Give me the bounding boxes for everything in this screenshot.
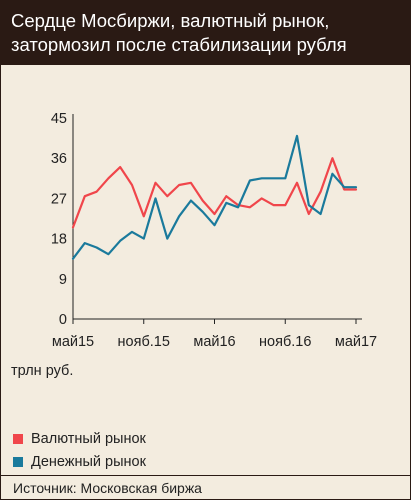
footer-divider xyxy=(1,475,410,476)
y-tick-label: 0 xyxy=(59,312,67,328)
x-axis: май15 нояб.15 май16 нояб.16 май17 xyxy=(52,318,377,350)
legend-label-fx-market: Валютный рынок xyxy=(31,431,146,447)
legend-item-money-market: Денежный рынок xyxy=(13,454,146,470)
legend-item-fx-market: Валютный рынок xyxy=(13,431,146,447)
x-tick-label: май17 xyxy=(335,334,377,350)
x-tick-label: май16 xyxy=(193,334,235,350)
y-tick-label: 36 xyxy=(51,151,67,167)
legend-swatch-fx-market xyxy=(13,434,23,444)
chart-title-line-2: затормозил после стабилизации рубля xyxy=(11,34,347,55)
series-line-fx-market xyxy=(71,157,358,229)
y-tick-label: 18 xyxy=(51,232,67,248)
source-note: Источник: Московская биржа xyxy=(13,480,202,496)
y-tick-label: 27 xyxy=(51,191,67,207)
x-tick-label: нояб.15 xyxy=(118,334,170,350)
x-tick-label: нояб.16 xyxy=(259,334,311,350)
x-tick-label: май15 xyxy=(52,334,94,350)
line-chart: 0 9 18 27 36 45 май15 нояб.15 май16 нояб.16 май17 xyxy=(51,111,377,350)
chart-title-line-1: Сердце Мосбиржи, валютный рынок, xyxy=(11,10,330,31)
y-unit-label: трлн руб. xyxy=(11,363,74,379)
chart-header: Сердце Мосбиржи, валютный рынок, затормо… xyxy=(1,1,410,65)
series-group xyxy=(71,134,358,260)
y-tick-label: 45 xyxy=(51,111,67,127)
y-tick-label: 9 xyxy=(59,272,67,288)
series-line-money-market xyxy=(71,134,358,260)
legend-label-money-market: Денежный рынок xyxy=(31,454,146,470)
legend-swatch-money-market xyxy=(13,457,23,467)
y-axis: 0 9 18 27 36 45 xyxy=(51,111,74,328)
